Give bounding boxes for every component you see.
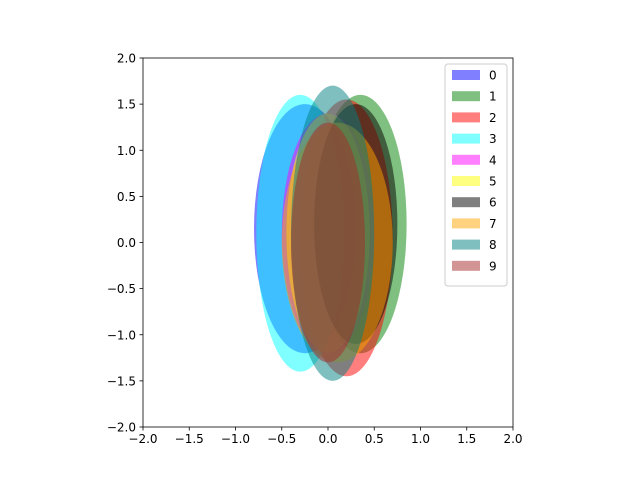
x-tick-label: 2.0 <box>503 432 522 446</box>
x-tick-label: −1.5 <box>175 432 204 446</box>
y-tick-label: −1.0 <box>107 328 136 342</box>
legend-swatch <box>452 154 480 165</box>
legend-label: 4 <box>489 153 497 167</box>
legend-label: 1 <box>489 90 497 104</box>
legend-swatch <box>452 91 480 102</box>
x-tick-label: 1.5 <box>457 432 476 446</box>
legend-label: 9 <box>489 259 497 273</box>
legend-label: 2 <box>489 111 497 125</box>
legend-label: 7 <box>489 217 497 231</box>
y-tick-label: 0.0 <box>117 236 136 250</box>
legend-swatch <box>452 133 480 144</box>
y-tick-label: 1.5 <box>117 98 136 112</box>
x-tick-label: 1.0 <box>411 432 430 446</box>
x-tick-label: −0.5 <box>267 432 296 446</box>
ellipse <box>291 122 365 363</box>
legend-swatch <box>452 176 480 186</box>
x-tick-label: −2.0 <box>128 432 157 446</box>
y-tick-label: 0.5 <box>117 190 136 204</box>
legend-swatch <box>452 70 480 80</box>
legend-swatch <box>452 197 480 208</box>
legend-label: 8 <box>489 238 497 252</box>
plot-area <box>254 85 407 381</box>
y-tick-label: −0.5 <box>107 282 136 296</box>
y-tick-label: −2.0 <box>107 421 136 435</box>
legend-swatch <box>452 239 480 250</box>
y-tick-label: −1.5 <box>107 374 136 388</box>
legend-label: 6 <box>489 196 497 210</box>
legend-label: 3 <box>489 132 497 146</box>
legend-swatch <box>452 218 480 229</box>
legend-label: 0 <box>489 69 497 83</box>
y-tick-label: 1.0 <box>117 144 136 158</box>
legend-label: 5 <box>489 175 497 189</box>
x-tick-label: −1.0 <box>221 432 250 446</box>
legend-swatch <box>452 112 480 123</box>
legend-swatch <box>452 260 480 271</box>
x-tick-label: 0.5 <box>365 432 384 446</box>
y-tick-label: 2.0 <box>117 52 136 66</box>
x-tick-label: 0.0 <box>318 432 337 446</box>
